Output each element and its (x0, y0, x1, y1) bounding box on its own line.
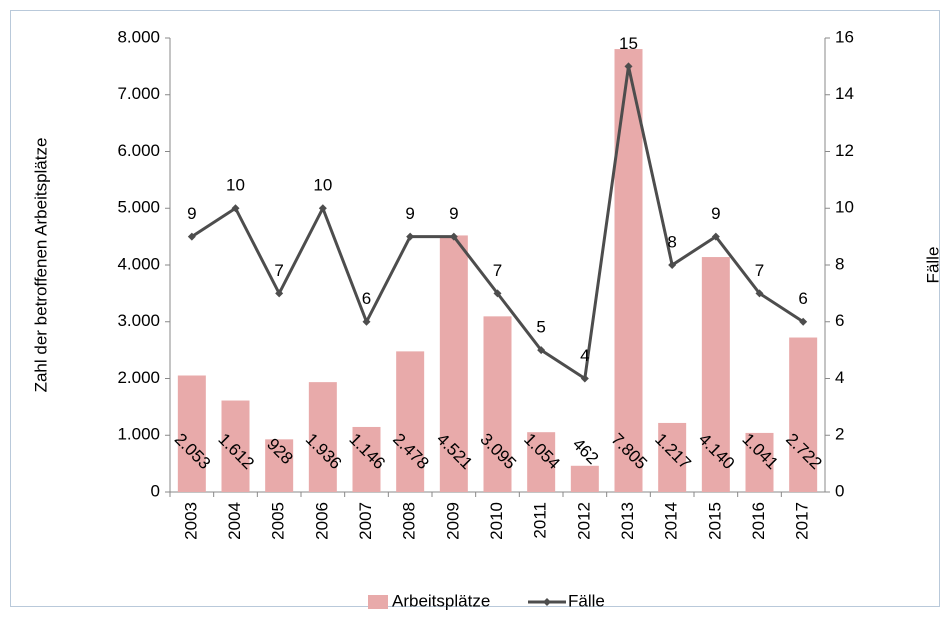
y2-tick-label: 12 (835, 141, 854, 160)
x-tick-label: 2012 (574, 502, 593, 540)
line-value-label: 6 (362, 289, 371, 308)
line-marker (318, 204, 327, 213)
line-value-label: 15 (619, 34, 638, 53)
bar (658, 422, 687, 492)
y2-tick-label: 8 (835, 254, 844, 273)
line-marker (755, 289, 764, 298)
bar (439, 235, 468, 493)
x-tick-label: 2011 (531, 502, 550, 539)
bar (265, 439, 294, 492)
bar (177, 375, 206, 492)
line-value-label: 7 (274, 261, 283, 280)
y2-tick-label: 10 (835, 198, 854, 217)
y-tick-label: 2.000 (117, 368, 160, 387)
x-tick-label: 2016 (749, 502, 768, 540)
x-tick-label: 2005 (269, 502, 288, 540)
line-value-label: 9 (711, 204, 720, 223)
x-tick-label: 2004 (225, 502, 244, 540)
line-value-label: 5 (536, 318, 545, 337)
line-marker (493, 289, 502, 298)
line-value-label: 9 (405, 204, 414, 223)
line-value-label: 9 (449, 204, 458, 223)
line-value-label: 10 (226, 176, 245, 195)
bar (352, 426, 381, 492)
line-marker (231, 204, 240, 213)
legend-marker (543, 598, 551, 606)
line-value-label: 4 (580, 346, 589, 365)
bar (701, 257, 730, 492)
legend-swatch (368, 595, 388, 609)
legend-label: Fälle (568, 591, 605, 610)
y-tick-label: 8.000 (117, 27, 160, 46)
y-tick-label: 6.000 (117, 141, 160, 160)
line-value-label: 9 (187, 204, 196, 223)
line-value-label: 10 (313, 176, 332, 195)
y-tick-label: 7.000 (117, 84, 160, 103)
x-tick-label: 2015 (705, 502, 724, 540)
y-tick-label: 0 (151, 481, 160, 500)
x-tick-label: 2014 (662, 502, 681, 540)
bar (527, 432, 556, 492)
bar (308, 382, 337, 492)
line-marker (362, 317, 371, 326)
line-marker (449, 232, 458, 241)
bar (745, 432, 774, 492)
line-marker (624, 62, 633, 71)
line-marker (580, 374, 589, 383)
bar (221, 400, 250, 492)
x-tick-label: 2006 (312, 502, 331, 540)
line-value-label: 7 (755, 261, 764, 280)
line-value-label: 7 (493, 261, 502, 280)
x-tick-label: 2010 (487, 502, 506, 540)
line-value-label: 6 (798, 289, 807, 308)
x-tick-label: 2009 (443, 502, 462, 540)
line-marker (668, 261, 677, 269)
line-marker (406, 232, 415, 241)
line-marker (187, 232, 196, 241)
bar (396, 351, 425, 492)
line-value-label: 8 (667, 232, 676, 251)
y2-tick-label: 6 (835, 311, 844, 330)
y-tick-label: 1.000 (117, 425, 160, 444)
line-marker (537, 346, 546, 355)
y2-tick-label: 4 (835, 368, 844, 387)
y-tick-label: 3.000 (117, 311, 160, 330)
y2-tick-label: 14 (835, 84, 854, 103)
y2-tick-label: 16 (835, 27, 854, 46)
bar (570, 465, 599, 492)
bar (483, 316, 512, 492)
x-tick-label: 2007 (356, 502, 375, 540)
x-tick-label: 2008 (400, 502, 419, 540)
y-axis-title: Zahl der betroffenen Arbeitsplätze (31, 138, 50, 393)
bar (789, 337, 818, 492)
y2-axis-title: Fälle (923, 247, 942, 284)
legend-label: Arbeitsplätze (392, 591, 490, 610)
line-marker (799, 317, 808, 326)
x-tick-label: 2013 (618, 502, 637, 540)
line-marker (275, 289, 284, 298)
y-tick-label: 5.000 (117, 198, 160, 217)
line-marker (711, 232, 720, 241)
y2-tick-label: 2 (835, 425, 844, 444)
y2-tick-label: 0 (835, 481, 844, 500)
x-tick-label: 2003 (181, 502, 200, 540)
x-tick-label: 2017 (793, 502, 812, 540)
y-tick-label: 4.000 (117, 254, 160, 273)
